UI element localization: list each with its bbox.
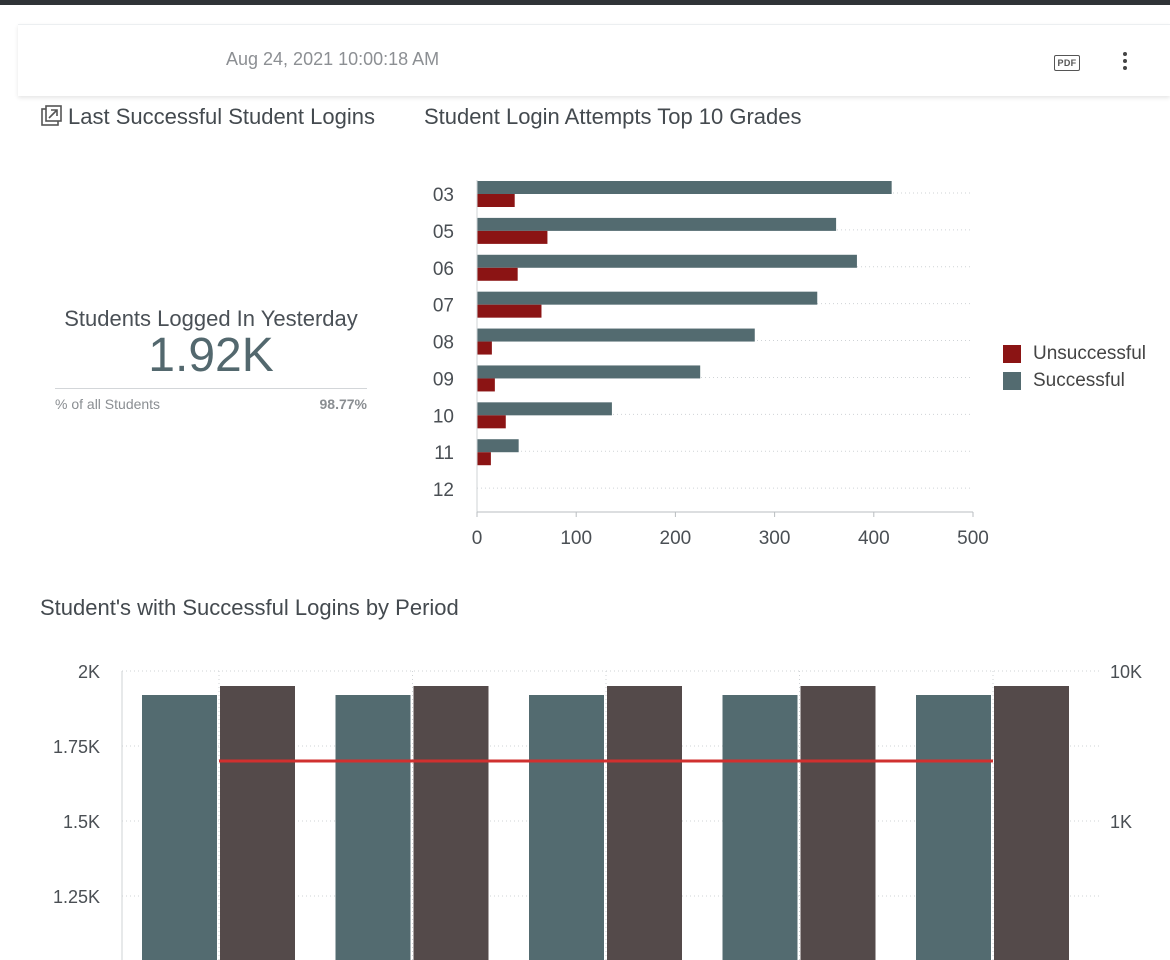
bar-successful bbox=[477, 291, 818, 305]
y-tick-label: 1.5K bbox=[63, 812, 100, 832]
bar-series-a bbox=[142, 695, 217, 960]
bar-unsuccessful bbox=[477, 267, 518, 281]
bar-series-a bbox=[529, 695, 604, 960]
kpi-sub-value: 98.77% bbox=[319, 396, 367, 412]
bar-unsuccessful bbox=[477, 194, 515, 207]
y-tick-label: 1.25K bbox=[53, 887, 100, 907]
legend-label-unsuccessful: Unsuccessful bbox=[1033, 342, 1146, 364]
grades-bar-chart[interactable]: 03 05 06 07 08 09 10 11 12 0 100 200 300 400 500 bbox=[420, 170, 990, 560]
bar-successful bbox=[477, 402, 612, 416]
bar-unsuccessful bbox=[477, 378, 495, 392]
pdf-export-button[interactable]: PDF bbox=[1054, 55, 1080, 71]
y-tick-label: 05 bbox=[433, 222, 454, 243]
y-tick-label: 11 bbox=[434, 443, 454, 464]
y2-tick-label: 1K bbox=[1110, 812, 1132, 832]
legend-item-successful[interactable]: Successful bbox=[1003, 367, 1146, 394]
bar-series-b bbox=[994, 686, 1069, 960]
top-bar bbox=[0, 0, 1170, 5]
bar-unsuccessful bbox=[477, 304, 542, 318]
kpi-value: 1.92K bbox=[148, 329, 274, 382]
y-tick-label: 06 bbox=[433, 259, 454, 280]
grades-chart-legend: Unsuccessful Successful bbox=[1003, 340, 1146, 394]
kpi-panel-title-text: Last Successful Student Logins bbox=[68, 104, 375, 129]
kpi-panel-title[interactable]: Last Successful Student Logins bbox=[40, 104, 388, 133]
external-link-icon[interactable] bbox=[40, 105, 62, 133]
kpi-divider bbox=[55, 388, 367, 389]
x-tick-label: 100 bbox=[560, 528, 592, 549]
period-chart-title: Student's with Successful Logins by Peri… bbox=[40, 595, 459, 620]
legend-item-unsuccessful[interactable]: Unsuccessful bbox=[1003, 340, 1146, 367]
bar-unsuccessful bbox=[477, 452, 491, 466]
bar-series-b bbox=[413, 686, 489, 960]
bar-successful bbox=[477, 254, 857, 268]
bar-series-a bbox=[335, 695, 411, 960]
period-bar-chart[interactable]: 2K 1.75K 1.5K 1.25K 10K 1K bbox=[30, 650, 1170, 960]
bar-unsuccessful bbox=[477, 230, 548, 244]
y-tick-label: 08 bbox=[433, 333, 454, 354]
bar-series-b bbox=[800, 686, 876, 960]
x-tick-label: 300 bbox=[759, 528, 791, 549]
kpi-sub-label: % of all Students bbox=[55, 396, 161, 412]
bar-unsuccessful bbox=[477, 341, 492, 355]
bar-series-b bbox=[220, 686, 295, 960]
bar-successful bbox=[477, 181, 892, 194]
bar-successful bbox=[477, 328, 755, 342]
x-tick-label: 200 bbox=[660, 528, 692, 549]
bar-successful bbox=[477, 439, 519, 453]
kpi-label: Students Logged In Yesterday bbox=[64, 306, 358, 331]
bar-unsuccessful bbox=[477, 415, 506, 429]
y-tick-label: 07 bbox=[433, 296, 454, 317]
grades-chart-title: Student Login Attempts Top 10 Grades bbox=[424, 104, 802, 129]
x-tick-label: 400 bbox=[858, 528, 890, 549]
more-vertical-icon[interactable] bbox=[1115, 49, 1135, 75]
legend-swatch-unsuccessful bbox=[1003, 344, 1021, 363]
y-tick-label: 12 bbox=[433, 480, 454, 501]
bar-successful bbox=[477, 365, 701, 379]
dashboard-header: Aug 24, 2021 10:00:18 AM PDF bbox=[18, 24, 1170, 96]
bar-successful bbox=[477, 217, 837, 231]
bar-series-a bbox=[722, 695, 798, 960]
legend-swatch-successful bbox=[1003, 371, 1021, 390]
bar-series-b bbox=[607, 686, 682, 960]
x-tick-label: 0 bbox=[472, 528, 483, 549]
y-tick-label: 03 bbox=[433, 185, 454, 206]
y-tick-label: 2K bbox=[78, 662, 100, 682]
legend-label-successful: Successful bbox=[1033, 369, 1125, 391]
x-tick-label: 500 bbox=[957, 528, 989, 549]
y-tick-label: 1.75K bbox=[53, 737, 100, 757]
bar-series-a bbox=[916, 695, 991, 960]
y2-tick-label: 10K bbox=[1110, 662, 1142, 682]
y-tick-label: 10 bbox=[433, 406, 454, 427]
refresh-timestamp: Aug 24, 2021 10:00:18 AM bbox=[226, 49, 440, 69]
y-tick-label: 09 bbox=[433, 369, 454, 390]
